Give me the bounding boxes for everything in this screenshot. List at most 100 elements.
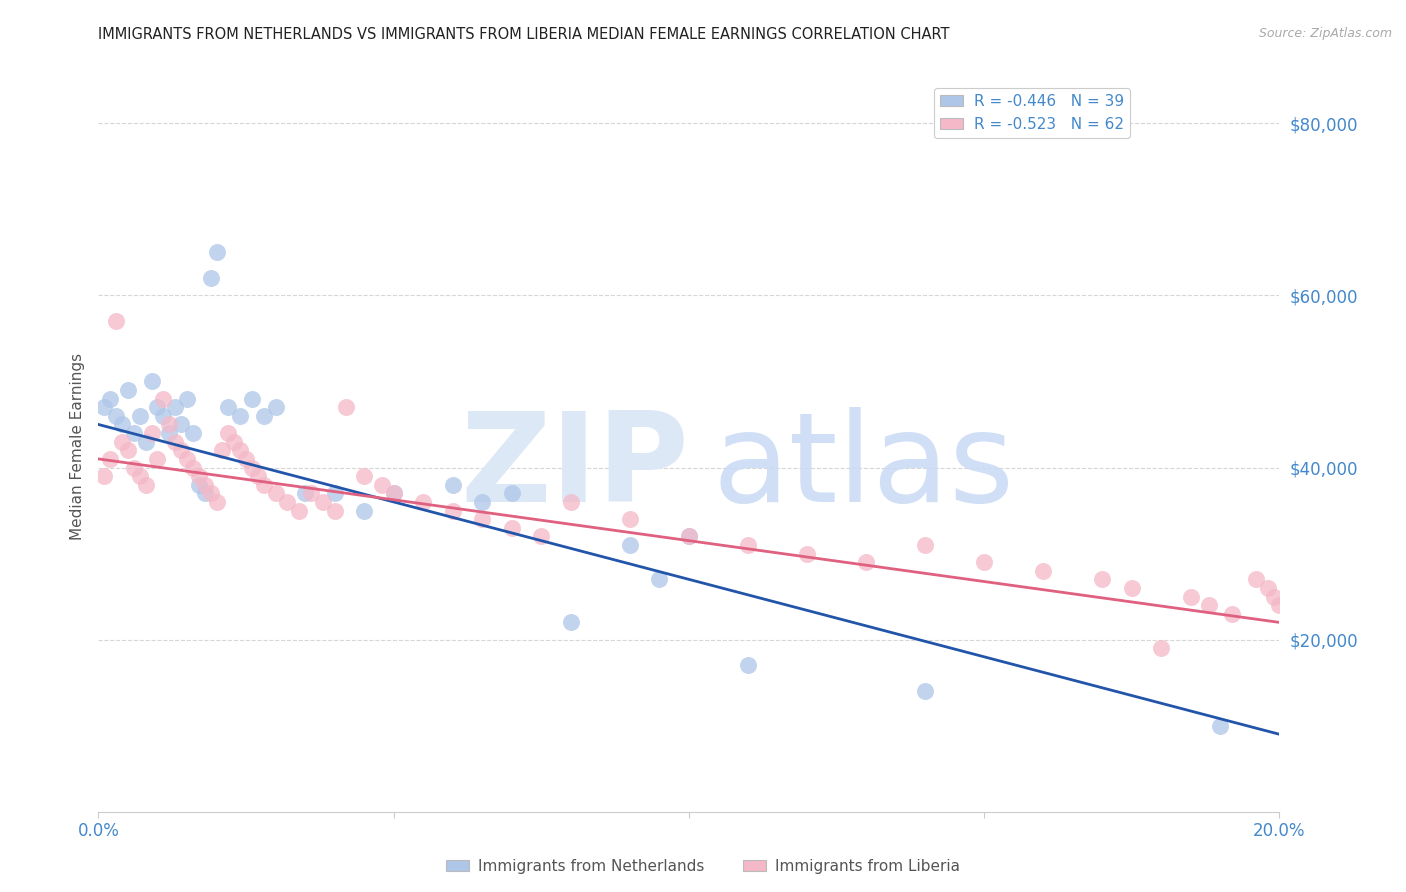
Point xyxy=(122,460,145,475)
Point xyxy=(619,512,641,526)
Point xyxy=(1209,719,1232,733)
Point xyxy=(276,495,298,509)
Point xyxy=(1091,573,1114,587)
Point xyxy=(229,443,252,458)
Point xyxy=(678,529,700,543)
Point xyxy=(105,314,128,328)
Point xyxy=(441,503,464,517)
Text: IMMIGRANTS FROM NETHERLANDS VS IMMIGRANTS FROM LIBERIA MEDIAN FEMALE EARNINGS CO: IMMIGRANTS FROM NETHERLANDS VS IMMIGRANT… xyxy=(98,27,950,42)
Point xyxy=(229,409,252,423)
Point xyxy=(648,573,671,587)
Text: ZIP: ZIP xyxy=(460,408,689,528)
Point xyxy=(382,486,405,500)
Point xyxy=(264,486,287,500)
Point xyxy=(501,521,523,535)
Point xyxy=(353,469,375,483)
Point xyxy=(1180,590,1202,604)
Point xyxy=(146,451,169,466)
Point xyxy=(323,503,346,517)
Point xyxy=(128,409,150,423)
Point xyxy=(181,460,204,475)
Point xyxy=(194,477,217,491)
Point xyxy=(371,477,394,491)
Point xyxy=(93,401,115,415)
Point xyxy=(141,375,163,389)
Point xyxy=(1268,598,1291,612)
Point xyxy=(737,658,759,673)
Point xyxy=(412,495,434,509)
Point xyxy=(796,547,818,561)
Point xyxy=(294,486,316,500)
Point xyxy=(152,409,174,423)
Point xyxy=(98,392,121,406)
Point xyxy=(323,486,346,500)
Point xyxy=(1121,581,1143,595)
Point xyxy=(176,451,198,466)
Point xyxy=(240,392,263,406)
Point xyxy=(205,495,228,509)
Point xyxy=(176,392,198,406)
Point xyxy=(1263,590,1285,604)
Point xyxy=(335,401,357,415)
Point xyxy=(181,426,204,441)
Point xyxy=(117,443,139,458)
Point xyxy=(382,486,405,500)
Point xyxy=(111,434,134,449)
Point xyxy=(678,529,700,543)
Point xyxy=(170,417,193,432)
Point xyxy=(1198,598,1220,612)
Point xyxy=(1220,607,1243,621)
Point xyxy=(914,684,936,698)
Point xyxy=(501,486,523,500)
Point xyxy=(1150,641,1173,656)
Point xyxy=(299,486,322,500)
Point xyxy=(441,477,464,491)
Point xyxy=(1257,581,1279,595)
Point xyxy=(855,555,877,569)
Point xyxy=(141,426,163,441)
Point xyxy=(135,477,157,491)
Legend: Immigrants from Netherlands, Immigrants from Liberia: Immigrants from Netherlands, Immigrants … xyxy=(440,853,966,880)
Point xyxy=(288,503,311,517)
Point xyxy=(111,417,134,432)
Point xyxy=(135,434,157,449)
Point xyxy=(973,555,995,569)
Point xyxy=(117,383,139,397)
Point xyxy=(1244,573,1267,587)
Point xyxy=(211,443,233,458)
Point xyxy=(471,495,494,509)
Point xyxy=(200,486,222,500)
Point xyxy=(98,451,121,466)
Point xyxy=(146,401,169,415)
Point xyxy=(157,417,180,432)
Point xyxy=(105,409,128,423)
Point xyxy=(157,426,180,441)
Point xyxy=(194,486,217,500)
Point xyxy=(170,443,193,458)
Y-axis label: Median Female Earnings: Median Female Earnings xyxy=(69,352,84,540)
Point xyxy=(737,538,759,552)
Point xyxy=(619,538,641,552)
Point xyxy=(165,434,187,449)
Point xyxy=(187,469,209,483)
Point xyxy=(128,469,150,483)
Point xyxy=(240,460,263,475)
Point xyxy=(165,401,187,415)
Point xyxy=(353,503,375,517)
Point xyxy=(246,469,269,483)
Point xyxy=(205,245,228,260)
Point xyxy=(152,392,174,406)
Point xyxy=(264,401,287,415)
Point xyxy=(93,469,115,483)
Point xyxy=(312,495,335,509)
Point xyxy=(1032,564,1054,578)
Point xyxy=(471,512,494,526)
Point xyxy=(560,615,582,630)
Point xyxy=(224,434,246,449)
Point xyxy=(187,477,209,491)
Point xyxy=(253,477,276,491)
Text: Source: ZipAtlas.com: Source: ZipAtlas.com xyxy=(1258,27,1392,40)
Point xyxy=(235,451,257,466)
Legend: R = -0.446   N = 39, R = -0.523   N = 62: R = -0.446 N = 39, R = -0.523 N = 62 xyxy=(934,88,1130,137)
Text: atlas: atlas xyxy=(713,408,1015,528)
